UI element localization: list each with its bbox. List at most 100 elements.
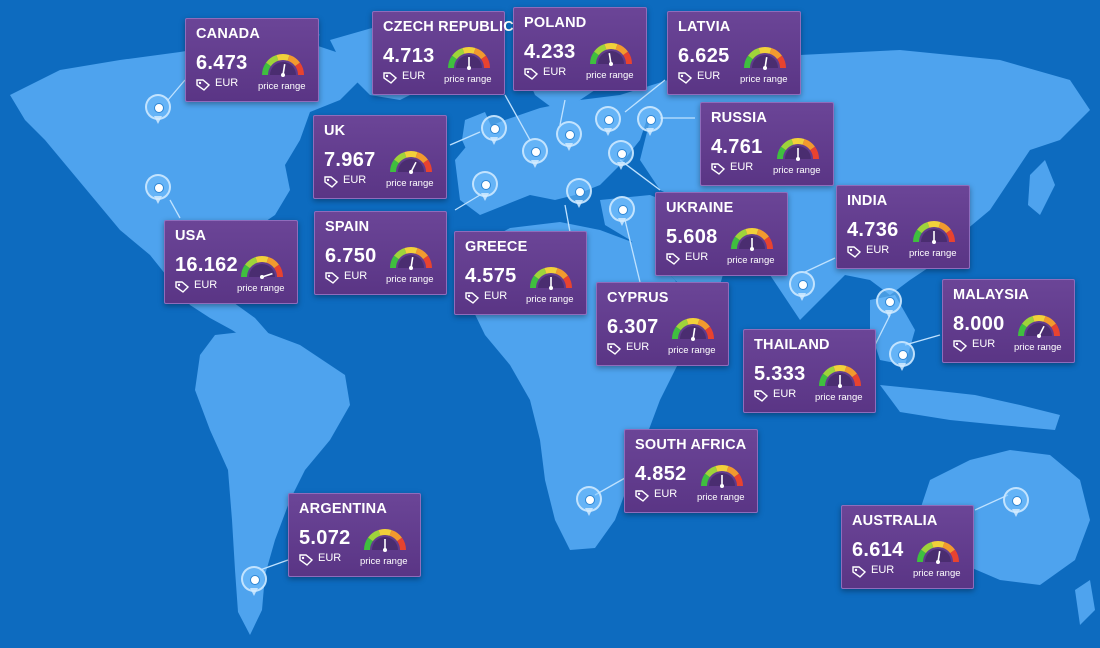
location-pin-icon[interactable] [609,196,635,230]
price-gauge-icon [588,39,634,67]
gauge-label: price range [909,248,957,259]
price-value: 6.614 [852,539,904,561]
country-name: ARGENTINA [299,501,387,517]
price-value: 5.333 [754,363,806,385]
country-name: LATVIA [678,19,731,35]
country-card-cyprus[interactable]: CYPRUS 6.307 EUR price range [596,282,729,366]
location-pin-icon[interactable] [145,94,171,128]
location-pin-icon[interactable] [145,174,171,208]
gauge-segment [404,247,418,254]
country-card-greece[interactable]: GREECE 4.575 EUR price range [454,231,587,315]
country-card-czech-republic[interactable]: CZECH REPUBLIC 4.713 EUR price range [372,11,514,95]
new-zealand-landmass [1075,580,1095,625]
country-card-south-africa[interactable]: SOUTH AFRICA 4.852 EUR price range [624,429,758,513]
location-pin-icon[interactable] [637,106,663,140]
connector-spain [454,194,481,211]
gauge-segment [255,256,269,263]
country-name: THAILAND [754,337,830,353]
country-name: MALAYSIA [953,287,1029,303]
gauge-segment [744,55,753,69]
connector-lines [167,79,1009,571]
country-card-latvia[interactable]: LATVIA 6.625 EUR price range [667,11,801,95]
location-pin-icon[interactable] [576,486,602,520]
gauge-segment [1043,316,1056,328]
country-card-argentina[interactable]: ARGENTINA 5.072 EUR price range [288,493,421,577]
connector-canada [167,79,186,101]
price-value: 6.473 [196,52,248,74]
price-gauge-icon [528,263,574,291]
country-name: AUSTRALIA [852,513,938,529]
gauge-segment [781,139,794,151]
gauge-segment [473,48,486,60]
location-pin-icon[interactable] [889,341,915,375]
price-gauge-icon [729,224,775,252]
price-value: 16.162 [175,254,238,276]
country-card-thailand[interactable]: THAILAND 5.333 EUR price range [743,329,876,413]
location-pin-icon[interactable] [876,288,902,322]
price-value: 5.072 [299,527,351,549]
gauge-segment [241,264,250,278]
connector-czech [504,94,531,141]
gauge-label: price range [258,81,306,92]
location-pin-icon[interactable] [556,121,582,155]
country-card-uk[interactable]: UK 7.967 EUR price range [313,115,447,199]
north-america-landmass [10,40,360,345]
gauge-segment [758,47,772,54]
gauge-segment [623,51,632,65]
gauge-segment [615,44,628,56]
gauge-segment [938,222,951,234]
country-card-poland[interactable]: POLAND 4.233 EUR price range [513,7,647,91]
price-gauge-icon [388,147,434,175]
gauge-segment [415,152,428,164]
gauge-segment [404,151,418,158]
location-pin-icon[interactable] [522,138,548,172]
price-value: 5.608 [666,226,718,248]
location-pin-icon[interactable] [481,115,507,149]
country-card-india[interactable]: INDIA 4.736 EUR price range [836,185,970,269]
price-tag-icon [175,280,190,293]
country-card-usa[interactable]: USA 16.162 EUR price range [164,220,298,304]
gauge-label: price range [815,392,863,403]
price-value: 6.625 [678,45,730,67]
gauge-segment [364,537,373,551]
gauge-segment [756,229,769,241]
gauge-segment [390,255,399,269]
country-card-spain[interactable]: SPAIN 6.750 EUR price range [314,211,447,295]
country-card-russia[interactable]: RUSSIA 4.761 EUR price range [700,102,834,186]
country-card-malaysia[interactable]: MALAYSIA 8.000 EUR price range [942,279,1075,363]
gauge-label: price range [444,74,492,85]
location-pin-icon[interactable] [241,566,267,600]
country-name: INDIA [847,193,888,209]
price-gauge-icon [915,537,961,565]
price-tag-icon [666,252,681,265]
connector-malaysia [904,334,941,346]
gauge-segment [394,152,407,164]
country-card-ukraine[interactable]: UKRAINE 5.608 EUR price range [655,192,788,276]
location-pin-icon[interactable] [595,106,621,140]
south-america-landmass [195,330,350,635]
price-value: 4.852 [635,463,687,485]
price-tag-icon [953,339,968,352]
country-name: SPAIN [325,219,370,235]
price-value: 7.967 [324,149,376,171]
currency-label: EUR [773,388,797,400]
location-pin-icon[interactable] [608,140,634,174]
location-pin-icon[interactable] [1003,487,1029,521]
country-name: CYPRUS [607,290,669,306]
gauge-segment [397,537,406,551]
currency-label: EUR [215,77,239,89]
gauge-segment [931,541,945,548]
gauge-segment [769,48,782,60]
location-pin-icon[interactable] [472,171,498,205]
location-pin-icon[interactable] [789,271,815,305]
location-pin-icon[interactable] [566,178,592,212]
gauge-label: price range [668,345,716,356]
gauge-segment [734,473,743,487]
price-value: 4.713 [383,45,435,67]
gauge-label: price range [386,274,434,285]
country-card-australia[interactable]: AUSTRALIA 6.614 EUR price range [841,505,974,589]
country-card-canada[interactable]: CANADA 6.473 EUR price range [185,18,319,102]
country-name: CZECH REPUBLIC [383,19,514,35]
gauge-segment [697,319,710,331]
gauge-segment [927,221,941,228]
